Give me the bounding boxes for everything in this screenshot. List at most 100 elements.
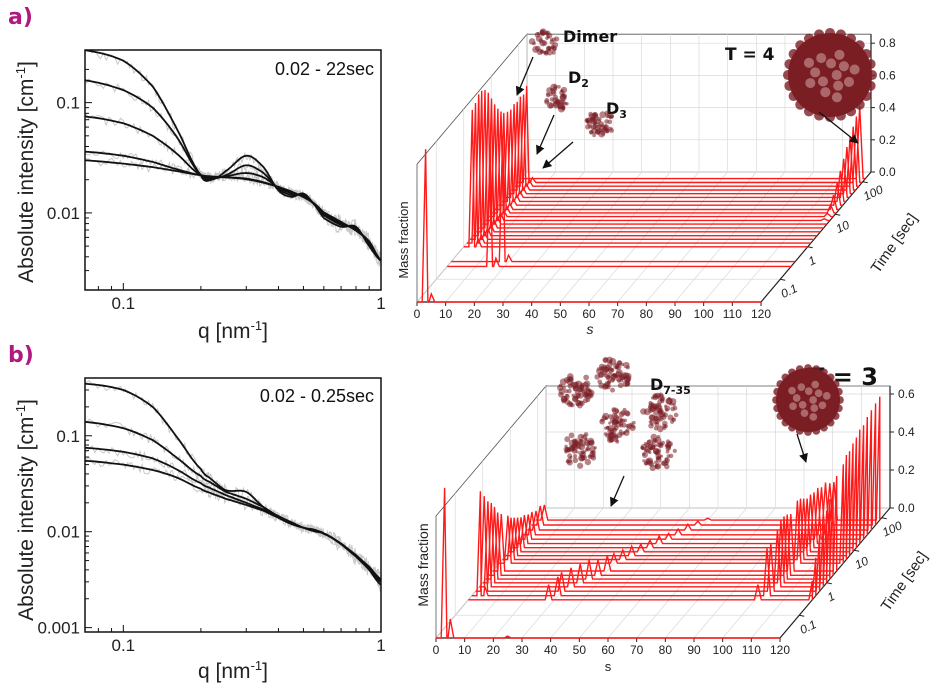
- capsid-pore: [831, 69, 842, 81]
- molecule-blob: [650, 444, 656, 450]
- molecule-blob: [588, 111, 593, 117]
- molecule-blob: [654, 460, 658, 465]
- molecule-blob: [609, 429, 614, 434]
- molecule-blob: [612, 407, 619, 415]
- molecule-blob: [589, 445, 596, 453]
- data-trace: [85, 157, 381, 264]
- s-tick-label: 20: [468, 307, 482, 321]
- mass-fraction-tick-label: 0.0: [879, 165, 896, 179]
- molecule-blob: [572, 457, 579, 464]
- time-tick: [835, 213, 841, 216]
- molecule-blob: [625, 423, 630, 429]
- molecule-blob: [594, 374, 600, 380]
- molecule-blob: [564, 450, 568, 454]
- time-axis: [760, 171, 872, 303]
- time-tick: [807, 246, 813, 249]
- molecule-illustrations: [515, 27, 878, 507]
- grid-line: [751, 507, 862, 639]
- molecule-blob: [656, 448, 662, 454]
- molecule-blob: [603, 124, 608, 129]
- x-tick-label: 0.1: [112, 294, 136, 313]
- molecule-blob: [532, 41, 536, 46]
- capsid-pore: [792, 394, 801, 402]
- molecule-blob: [581, 454, 587, 461]
- molecule-blob: [609, 377, 615, 383]
- dimer-structure: [528, 28, 560, 56]
- mass-fraction-trace: [531, 403, 877, 526]
- capsid-shell: [776, 368, 840, 432]
- x-axis-label-wf-b: s: [605, 659, 612, 674]
- molecule-blob: [607, 119, 613, 125]
- molecule-blob: [608, 421, 612, 425]
- capsid-pore: [809, 413, 818, 421]
- capsid-pore: [797, 383, 806, 391]
- molecule-blob: [592, 111, 598, 118]
- time-tick-label: 100: [880, 518, 904, 539]
- molecule-blob: [656, 425, 664, 433]
- grid-line: [607, 507, 719, 639]
- capsid-pore: [817, 76, 829, 87]
- capsid-pore: [816, 53, 827, 64]
- molecule-blob: [602, 364, 608, 370]
- mass-fraction-trace: [511, 96, 856, 191]
- molecule-blob: [649, 464, 656, 472]
- mass-fraction-trace: [473, 90, 818, 237]
- molecule-blob: [601, 415, 607, 421]
- s-tick-label: 100: [713, 643, 733, 657]
- data-trace: [85, 112, 381, 267]
- s-tick-label: 80: [640, 307, 654, 321]
- molecule-blob: [659, 454, 663, 458]
- molecule-blob: [648, 423, 654, 429]
- y-tick-label: 0.01: [47, 523, 80, 542]
- molecule-blob: [586, 443, 591, 448]
- s-tick-label: 50: [573, 643, 587, 657]
- grid-line: [674, 171, 786, 303]
- time-tick: [854, 549, 860, 552]
- molecule-blob: [560, 89, 564, 93]
- grid-line: [560, 171, 671, 303]
- molecule-blob: [623, 418, 627, 423]
- molecule-blob: [588, 124, 593, 129]
- molecule-blob: [670, 406, 676, 412]
- molecule-blob: [577, 462, 584, 469]
- molecule-blob: [585, 386, 590, 392]
- s-tick-label: 90: [687, 643, 701, 657]
- molecule-blob: [547, 46, 552, 50]
- molecule-blob: [581, 435, 585, 439]
- s-tick-label: 0: [414, 307, 421, 321]
- s-tick-label: 60: [582, 307, 596, 321]
- molecule-blob: [609, 436, 616, 443]
- arrow: [610, 475, 625, 507]
- capsid-pore: [814, 389, 823, 398]
- time-tick-label: 0.1: [779, 281, 800, 301]
- mass-fraction-tick-label: 0.6: [898, 387, 915, 401]
- molecule-blob: [567, 373, 574, 380]
- s-tick-label: 80: [659, 643, 673, 657]
- mass-fraction-tick-label: 0.2: [898, 463, 915, 477]
- z-axis-label-a: Mass fraction: [396, 201, 411, 278]
- x-axis-label-a: q [nm-1]: [198, 318, 268, 343]
- molecule-blob: [574, 390, 581, 397]
- fit-curves: [85, 50, 381, 262]
- molecule-blob: [608, 366, 613, 372]
- mass-fraction-tick-label: 0.6: [879, 68, 896, 82]
- molecule-blob: [629, 424, 636, 431]
- molecule-blob: [667, 414, 674, 421]
- mass-fraction-trace: [471, 491, 817, 597]
- fit-curve: [85, 420, 381, 583]
- molecule-blob: [594, 124, 601, 131]
- molecule-blob: [579, 388, 585, 393]
- grid-walls: [416, 33, 872, 304]
- s-tick-label: 90: [668, 307, 682, 321]
- d7-35-structure: [594, 356, 632, 393]
- mass-fraction-trace: [463, 109, 808, 248]
- y-tick-label: 0.01: [47, 204, 80, 223]
- molecule-blob: [571, 442, 578, 448]
- molecule-blob: [565, 102, 569, 106]
- molecule-blob: [583, 432, 589, 437]
- label-t4: T = 4: [725, 45, 775, 65]
- molecule-blob: [665, 449, 670, 454]
- molecule-blob: [608, 359, 613, 364]
- y-tick-label: 0.1: [56, 427, 80, 446]
- molecule-blob: [551, 45, 557, 52]
